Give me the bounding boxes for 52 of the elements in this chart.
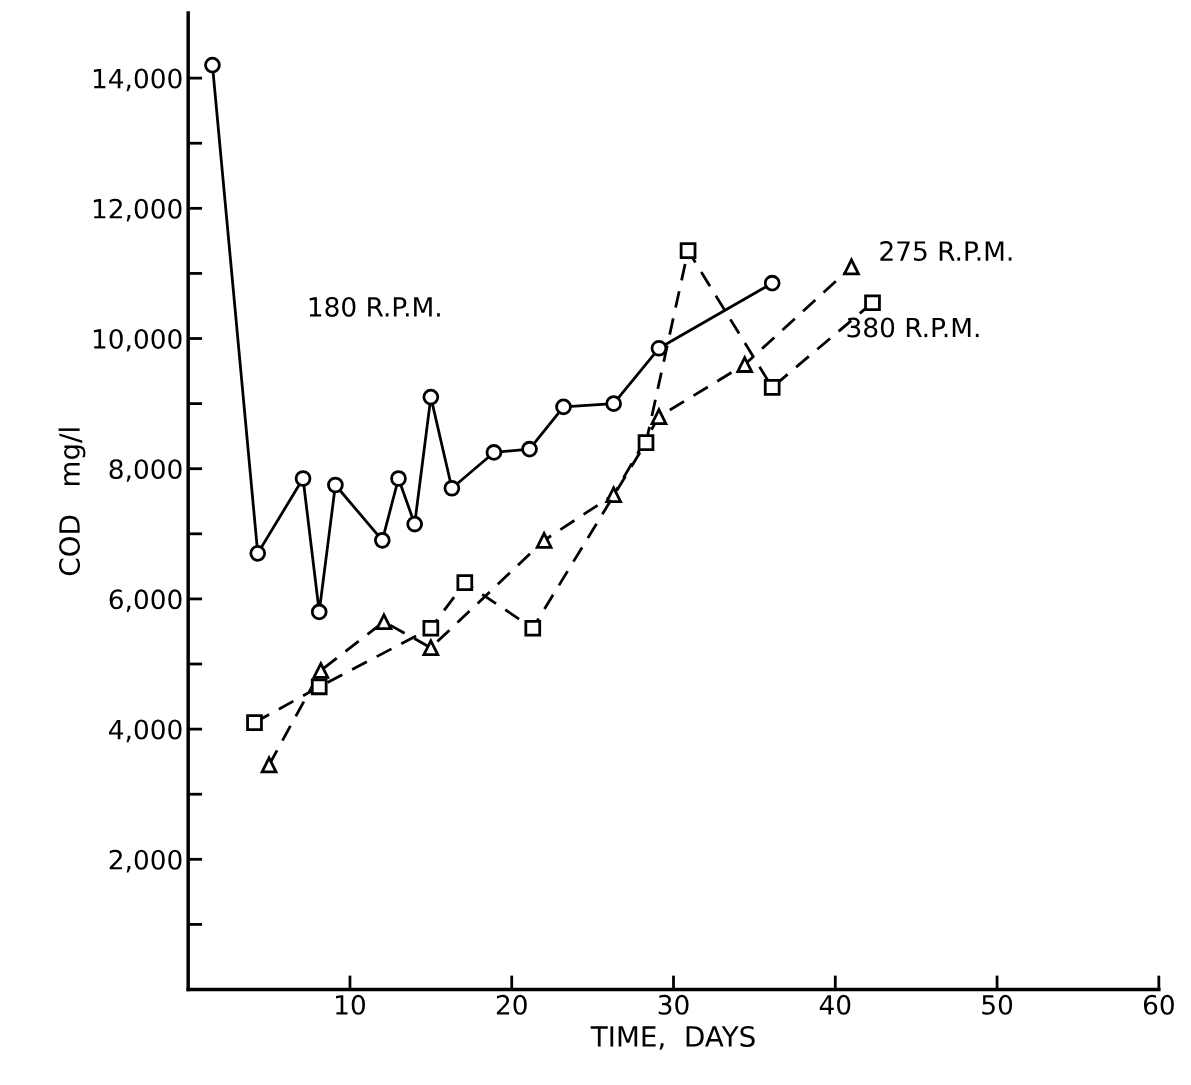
point	[422, 388, 440, 406]
point	[605, 395, 622, 412]
point	[390, 470, 407, 487]
point	[524, 619, 542, 637]
point	[864, 294, 881, 312]
point	[650, 408, 668, 425]
x-tick-label: 10	[336, 994, 365, 1015]
point	[763, 379, 781, 396]
x-tick-label: 60	[1143, 994, 1174, 1015]
y-tick-label: 8,000	[109, 459, 182, 482]
series-label: 380 R.P.M.	[847, 317, 979, 338]
y-tick-label: 10,000	[93, 328, 182, 352]
point	[443, 479, 461, 497]
point	[422, 639, 440, 657]
x-tick-label: 20	[496, 994, 527, 1015]
point	[373, 532, 391, 549]
point	[555, 398, 572, 416]
point	[736, 356, 754, 373]
point	[204, 56, 221, 74]
point	[521, 440, 538, 458]
x-tick-label: 30	[658, 994, 689, 1015]
point	[327, 476, 344, 494]
point	[375, 613, 393, 631]
y-tick-label: 12,000	[93, 198, 182, 222]
point	[406, 515, 423, 533]
x-axis-title: TIME, DAYS	[590, 1025, 755, 1050]
x-tick-label: 50	[982, 994, 1013, 1015]
y-tick-label: 2,000	[109, 849, 182, 873]
y-tick-label: 4,000	[109, 719, 182, 743]
point	[763, 274, 781, 292]
point	[249, 545, 267, 562]
point	[310, 678, 328, 696]
point	[246, 714, 263, 731]
point	[679, 242, 697, 259]
point	[605, 486, 622, 504]
y-tick-label: 14,000	[93, 68, 182, 92]
point	[842, 256, 861, 276]
point	[535, 532, 553, 549]
y-tick-label: 6,000	[109, 589, 182, 613]
point	[422, 619, 440, 637]
point	[312, 662, 330, 679]
point	[637, 434, 655, 452]
point	[310, 603, 328, 621]
point	[294, 470, 312, 487]
y-axis-title: COD mg/l	[58, 428, 86, 576]
point	[485, 444, 503, 461]
point	[260, 754, 279, 774]
point	[456, 574, 474, 591]
point	[650, 339, 668, 357]
x-tick-label: 40	[819, 994, 851, 1015]
text: 180 R.P.M.	[309, 296, 440, 317]
series-label: 275 R.P.M.	[880, 241, 1012, 261]
